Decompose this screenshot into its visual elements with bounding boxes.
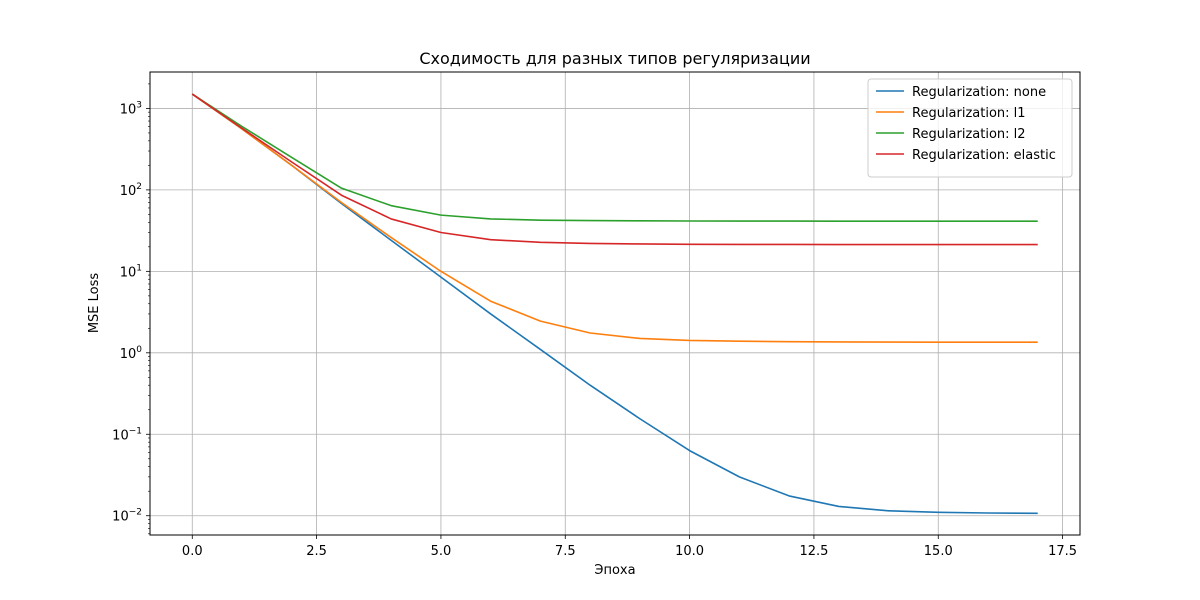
x-axis: 0.0 2.5 5.0 7.5 10.0 12.5 15.0 17.5	[182, 535, 1077, 559]
x-tick-label: 2.5	[306, 544, 327, 559]
y-tick-label: 100	[120, 345, 143, 362]
y-tick-label: 103	[120, 100, 142, 117]
x-tick-label: 15.0	[924, 544, 953, 559]
y-tick-label: 10−2	[112, 508, 142, 525]
series-line-1	[191, 93, 1038, 343]
y-tick-label: 102	[120, 182, 142, 199]
x-tick-label: 5.0	[431, 544, 452, 559]
legend-label: Regularization: elastic	[912, 148, 1056, 163]
x-tick-label: 0.0	[182, 544, 203, 559]
x-tick-label: 17.5	[1048, 544, 1077, 559]
y-axis: 10−2 10−1 100 101 102 103	[112, 83, 150, 535]
series-line-2	[191, 93, 1038, 222]
x-tick-label: 12.5	[799, 544, 828, 559]
legend-label: Regularization: none	[912, 85, 1046, 100]
plot-lines	[191, 93, 1038, 515]
series-line-3	[191, 93, 1038, 246]
legend-label: Regularization: l2	[912, 127, 1026, 142]
legend: Regularization: none Regularization: l1 Re…	[867, 78, 1073, 178]
y-tick-label: 101	[120, 263, 142, 280]
chart-title: Сходимость для разных типов регуляризаци…	[419, 49, 810, 68]
y-axis-label: MSE Loss	[87, 273, 102, 334]
legend-label: Regularization: l1	[912, 106, 1026, 121]
x-tick-label: 10.0	[675, 544, 704, 559]
x-tick-label: 7.5	[555, 544, 576, 559]
legend-box	[867, 78, 1073, 178]
y-tick-label: 10−1	[112, 426, 142, 443]
x-axis-label: Эпоха	[594, 563, 635, 578]
